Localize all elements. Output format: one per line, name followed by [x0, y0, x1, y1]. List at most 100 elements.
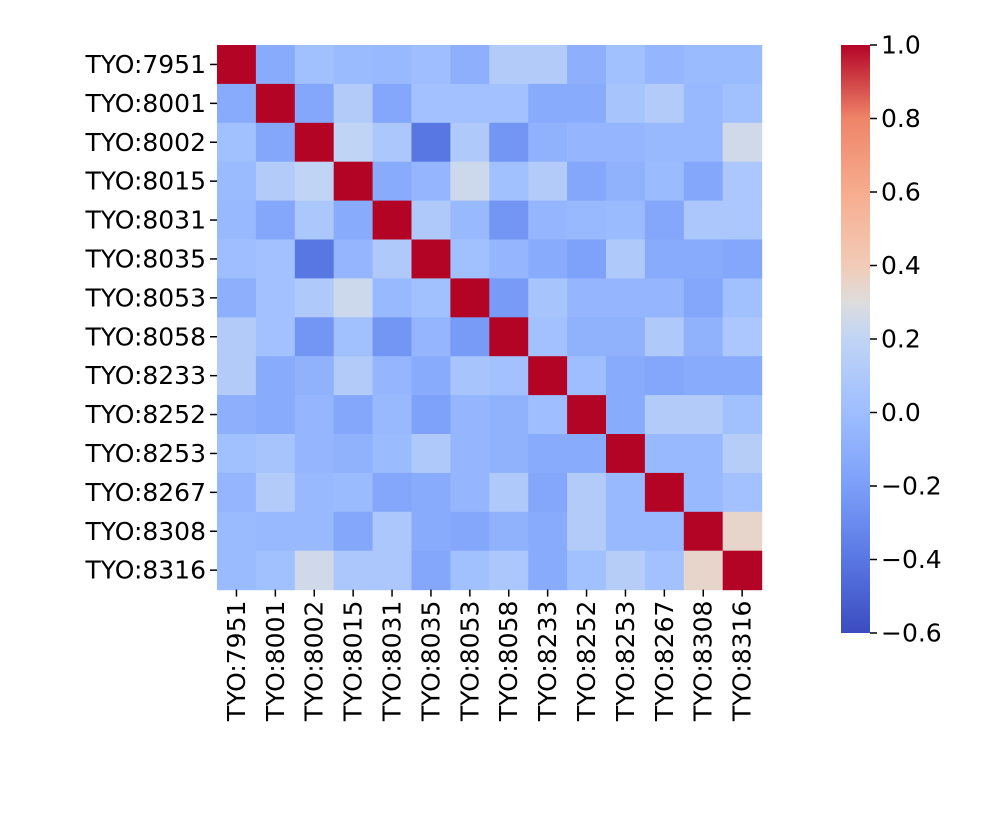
heatmap-cell	[333, 434, 374, 474]
heatmap-cell	[489, 550, 529, 591]
heatmap-cell	[489, 200, 529, 241]
heatmap-cell	[411, 239, 451, 279]
heatmap-cell	[567, 239, 607, 279]
heatmap-cell	[217, 317, 257, 357]
heatmap-cell	[722, 278, 763, 318]
heatmap-cell	[450, 356, 490, 396]
heatmap-cell	[217, 122, 257, 163]
heatmap-cell	[333, 472, 374, 513]
heatmap-cell	[567, 317, 607, 357]
heatmap-cell	[255, 511, 296, 552]
heatmap-cell	[294, 434, 335, 474]
x-axis-ticks: TYO:7951 TYO:8001 TYO:8002 TYO:8015 TYO:8031…	[222, 589, 757, 722]
y-tick-label: TYO:8267	[85, 478, 206, 507]
y-tick-label: TYO:8316	[85, 556, 206, 585]
heatmap-cell	[217, 161, 257, 202]
heatmap-cell	[333, 395, 374, 435]
heatmap-cell	[411, 45, 451, 85]
y-tick-label: TYO:8233	[85, 361, 206, 390]
heatmap-cell	[606, 317, 646, 357]
heatmap-cell	[567, 472, 607, 513]
heatmap-cell	[450, 83, 490, 124]
y-tick-label: TYO:8058	[85, 322, 206, 351]
heatmap-cell	[411, 278, 451, 318]
heatmap-cell	[372, 122, 413, 163]
heatmap-cell	[528, 550, 568, 591]
heatmap-cell	[294, 395, 335, 435]
heatmap-cell	[722, 356, 763, 396]
heatmap-cell	[683, 511, 724, 552]
heatmap-cell	[217, 200, 257, 241]
heatmap-cell	[644, 434, 685, 474]
heatmap-cell	[644, 45, 685, 85]
heatmap-cell	[644, 395, 685, 435]
x-tick-label: TYO:8316	[728, 601, 757, 722]
heatmap-cell	[528, 161, 568, 202]
heatmap-cell	[528, 472, 568, 513]
heatmap-cell	[411, 161, 451, 202]
heatmap-cell	[255, 161, 296, 202]
heatmap-cell	[450, 45, 490, 85]
heatmap-cell	[333, 278, 374, 318]
heatmap-cell	[528, 45, 568, 85]
y-tick-label: TYO:8253	[85, 439, 206, 468]
x-tick-label: TYO:7951	[222, 601, 251, 722]
heatmap-cell	[450, 239, 490, 279]
colorbar-tick-label: −0.4	[881, 545, 942, 574]
heatmap-cell	[217, 278, 257, 318]
heatmap-cell	[683, 200, 724, 241]
heatmap-cell	[722, 200, 763, 241]
heatmap-cell	[644, 239, 685, 279]
heatmap-cell	[450, 511, 490, 552]
heatmap-cell	[255, 239, 296, 279]
heatmap-cell	[411, 317, 451, 357]
heatmap-cell	[528, 239, 568, 279]
y-tick-label: TYO:7951	[85, 50, 206, 79]
heatmap-cell	[450, 395, 490, 435]
heatmap-cell	[372, 45, 413, 85]
heatmap-cell	[333, 45, 374, 85]
y-tick-label: TYO:8001	[85, 89, 206, 118]
heatmap-cell	[489, 83, 529, 124]
y-axis-ticks: TYO:7951 TYO:8001 TYO:8002 TYO:8015 TYO:8031…	[85, 50, 217, 585]
heatmap-cell	[528, 434, 568, 474]
heatmap-cell	[333, 161, 374, 202]
heatmap-cell	[683, 83, 724, 124]
heatmap-cell	[606, 278, 646, 318]
heatmap-cell	[255, 434, 296, 474]
heatmap-cell	[644, 200, 685, 241]
heatmap-cell	[683, 317, 724, 357]
y-tick-label: TYO:8031	[85, 206, 206, 235]
heatmap-cell	[450, 317, 490, 357]
heatmap-cell	[606, 550, 646, 591]
heatmap-cell	[450, 278, 490, 318]
heatmap-cell	[217, 356, 257, 396]
heatmap-cell	[333, 83, 374, 124]
heatmap-cell	[606, 122, 646, 163]
heatmap-cell	[528, 511, 568, 552]
heatmap-cell	[450, 200, 490, 241]
colorbar-tick-label: −0.6	[881, 619, 942, 648]
heatmap-cell	[567, 395, 607, 435]
heatmap-cell	[489, 122, 529, 163]
heatmap-cell	[489, 317, 529, 357]
heatmap-cell	[606, 395, 646, 435]
heatmap-cell	[217, 83, 257, 124]
heatmap-cell	[333, 122, 374, 163]
heatmap-cell	[411, 395, 451, 435]
x-tick-label: TYO:8252	[572, 601, 601, 722]
heatmap-cell	[372, 200, 413, 241]
heatmap-cell	[722, 122, 763, 163]
heatmap-cell	[722, 550, 763, 591]
heatmap-cell	[683, 45, 724, 85]
heatmap-cell	[411, 434, 451, 474]
colorbar-tick-label: 1.0	[881, 31, 921, 60]
heatmap-cell	[606, 472, 646, 513]
heatmap-cell	[567, 511, 607, 552]
heatmap-cell	[567, 434, 607, 474]
heatmap-cell	[255, 317, 296, 357]
colorbar-ticks: 1.0 0.8 0.6 0.4 0.2 0.0 −0.2 −0.4 −0.6	[870, 31, 942, 648]
heatmap-cell	[644, 278, 685, 318]
heatmap-cell	[567, 45, 607, 85]
heatmap-cell	[528, 278, 568, 318]
